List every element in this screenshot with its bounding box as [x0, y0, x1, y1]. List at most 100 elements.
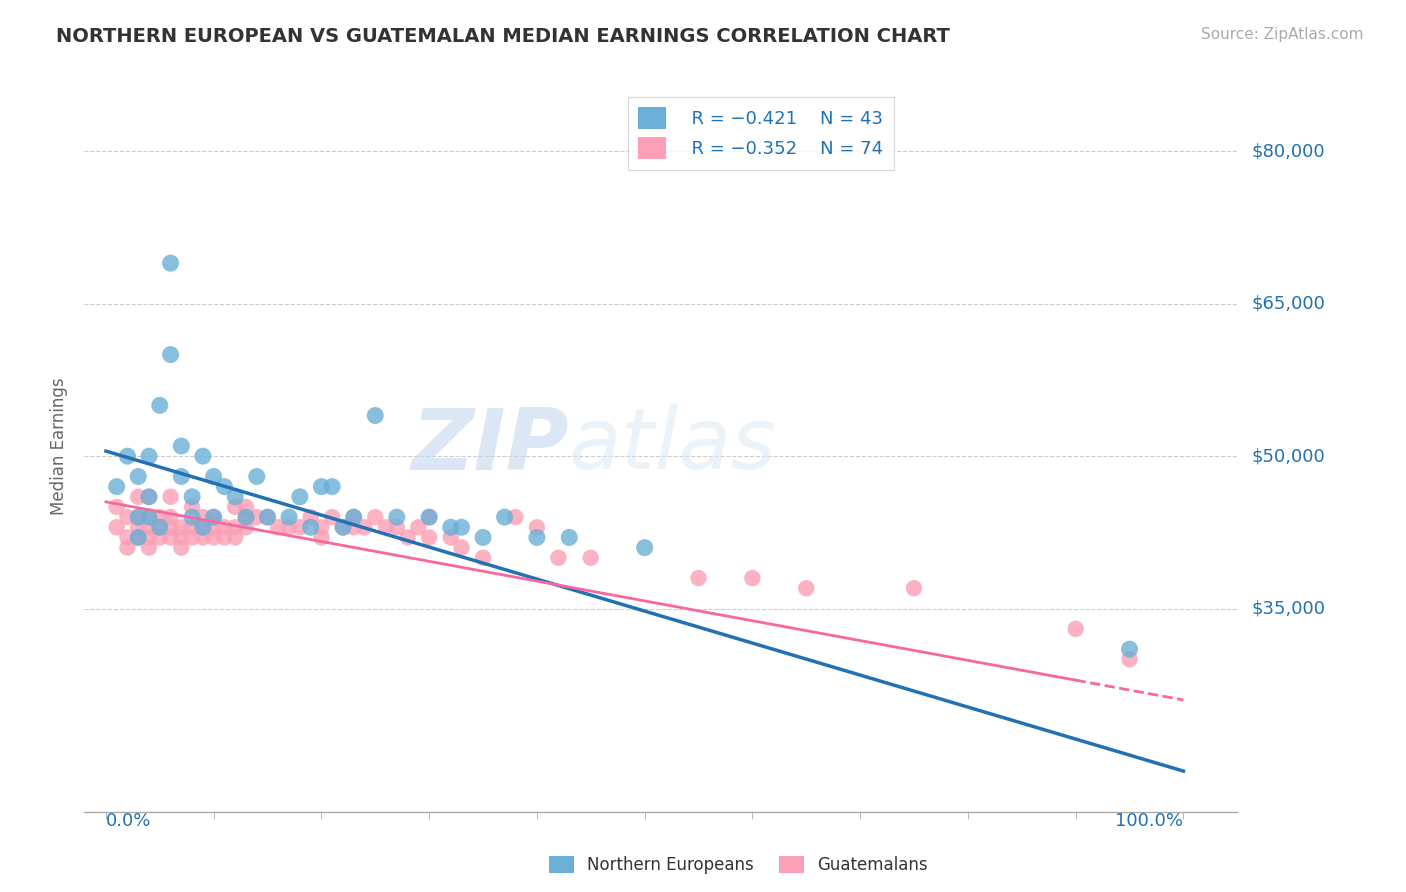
- Point: [127, 510, 149, 524]
- Point: [170, 541, 193, 555]
- Point: [170, 469, 193, 483]
- Point: [343, 520, 366, 534]
- Legend: Northern Europeans, Guatemalans: Northern Europeans, Guatemalans: [541, 849, 935, 881]
- Point: [526, 530, 548, 544]
- Point: [202, 510, 225, 524]
- Point: [418, 510, 440, 524]
- Point: [321, 480, 343, 494]
- Point: [181, 510, 204, 524]
- Point: [343, 510, 366, 524]
- Point: [159, 490, 181, 504]
- Point: [396, 530, 419, 544]
- Point: [353, 520, 375, 534]
- Point: [558, 530, 581, 544]
- Point: [149, 520, 172, 534]
- Point: [127, 520, 149, 534]
- Point: [117, 510, 139, 524]
- Point: [191, 449, 214, 463]
- Point: [214, 480, 236, 494]
- Point: [547, 550, 569, 565]
- Point: [321, 510, 343, 524]
- Point: [235, 500, 257, 514]
- Point: [138, 510, 160, 524]
- Point: [127, 530, 149, 544]
- Point: [138, 490, 160, 504]
- Point: [127, 530, 149, 544]
- Text: NORTHERN EUROPEAN VS GUATEMALAN MEDIAN EARNINGS CORRELATION CHART: NORTHERN EUROPEAN VS GUATEMALAN MEDIAN E…: [56, 27, 950, 45]
- Point: [634, 541, 657, 555]
- Legend:   R = −0.421    N = 43,   R = −0.352    N = 74: R = −0.421 N = 43, R = −0.352 N = 74: [627, 96, 894, 169]
- Point: [472, 530, 495, 544]
- Point: [181, 490, 204, 504]
- Text: $50,000: $50,000: [1251, 447, 1324, 465]
- Point: [1118, 642, 1140, 657]
- Point: [440, 530, 463, 544]
- Point: [149, 398, 172, 412]
- Point: [235, 510, 257, 524]
- Text: Source: ZipAtlas.com: Source: ZipAtlas.com: [1201, 27, 1364, 42]
- Point: [138, 510, 160, 524]
- Point: [138, 530, 160, 544]
- Point: [364, 510, 387, 524]
- Point: [105, 520, 128, 534]
- Text: $35,000: $35,000: [1251, 599, 1326, 617]
- Point: [450, 541, 472, 555]
- Point: [159, 530, 181, 544]
- Point: [299, 520, 322, 534]
- Point: [408, 520, 430, 534]
- Point: [688, 571, 710, 585]
- Point: [224, 500, 246, 514]
- Point: [288, 490, 311, 504]
- Point: [117, 449, 139, 463]
- Point: [159, 520, 181, 534]
- Point: [311, 480, 333, 494]
- Point: [138, 520, 160, 534]
- Point: [159, 347, 181, 362]
- Point: [235, 510, 257, 524]
- Point: [149, 510, 172, 524]
- Text: 100.0%: 100.0%: [1115, 812, 1184, 830]
- Point: [127, 469, 149, 483]
- Point: [311, 530, 333, 544]
- Point: [1118, 652, 1140, 666]
- Text: atlas: atlas: [568, 404, 776, 488]
- Point: [181, 520, 204, 534]
- Point: [138, 449, 160, 463]
- Point: [579, 550, 602, 565]
- Point: [105, 500, 128, 514]
- Point: [375, 520, 398, 534]
- Point: [526, 520, 548, 534]
- Point: [332, 520, 354, 534]
- Point: [794, 581, 817, 595]
- Point: [440, 520, 463, 534]
- Point: [191, 530, 214, 544]
- Point: [170, 520, 193, 534]
- Point: [214, 520, 236, 534]
- Point: [202, 469, 225, 483]
- Point: [181, 500, 204, 514]
- Point: [202, 530, 225, 544]
- Point: [246, 469, 269, 483]
- Point: [224, 490, 246, 504]
- Point: [170, 530, 193, 544]
- Text: 0.0%: 0.0%: [105, 812, 152, 830]
- Point: [494, 510, 516, 524]
- Point: [278, 510, 301, 524]
- Point: [191, 520, 214, 534]
- Point: [418, 530, 440, 544]
- Point: [127, 510, 149, 524]
- Point: [472, 550, 495, 565]
- Point: [191, 510, 214, 524]
- Point: [1064, 622, 1087, 636]
- Point: [138, 541, 160, 555]
- Point: [117, 541, 139, 555]
- Point: [256, 510, 278, 524]
- Point: [224, 530, 246, 544]
- Point: [741, 571, 763, 585]
- Point: [343, 510, 366, 524]
- Point: [418, 510, 440, 524]
- Point: [364, 409, 387, 423]
- Y-axis label: Median Earnings: Median Earnings: [51, 377, 69, 515]
- Point: [385, 520, 408, 534]
- Text: ZIP: ZIP: [411, 404, 568, 488]
